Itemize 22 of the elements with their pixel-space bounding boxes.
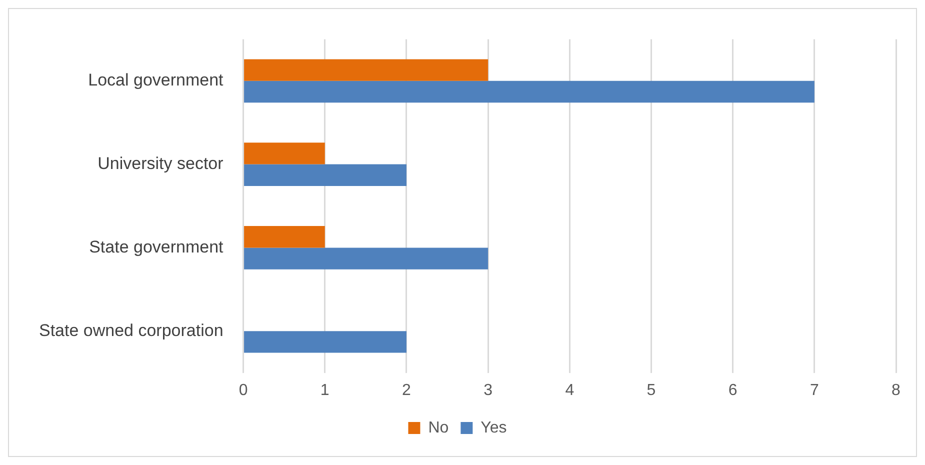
bar — [244, 226, 325, 248]
x-tick-label: 4 — [565, 382, 574, 399]
y-tick-label: University sector — [98, 154, 224, 173]
bar — [244, 248, 488, 270]
x-tick-label: 6 — [728, 382, 738, 399]
bar — [244, 142, 325, 164]
x-tick-label: 1 — [320, 382, 330, 399]
bar — [244, 59, 488, 81]
bar — [244, 331, 406, 353]
y-tick-label: Local government — [88, 70, 224, 90]
bar — [244, 164, 406, 186]
x-tick-label: 7 — [810, 382, 819, 399]
y-tick-label: State government — [89, 237, 224, 256]
x-tick-label: 2 — [402, 382, 412, 399]
y-tick-label: State owned corporation — [38, 320, 224, 340]
x-tick-label: 0 — [238, 382, 248, 399]
legend-label: Yes — [480, 419, 507, 436]
x-tick-label: 5 — [646, 382, 656, 399]
x-tick-label: 3 — [484, 382, 493, 399]
legend-label: No — [428, 419, 449, 436]
x-tick-label: 8 — [892, 382, 901, 399]
bar — [244, 80, 814, 103]
